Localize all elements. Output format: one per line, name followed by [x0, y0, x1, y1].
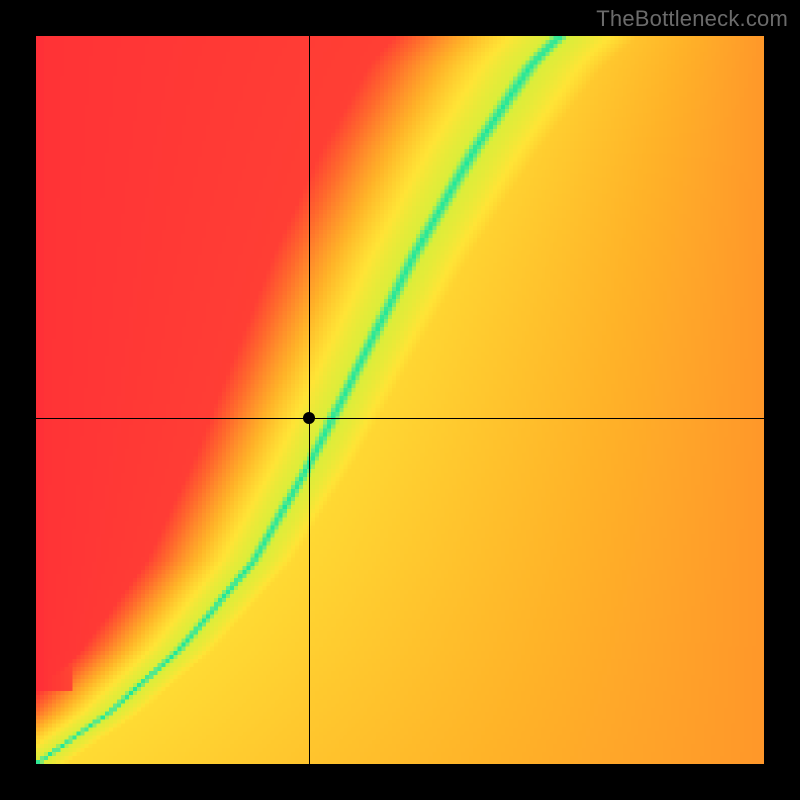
- crosshair-horizontal: [36, 418, 764, 419]
- heatmap-canvas: [36, 36, 764, 764]
- crosshair-vertical: [309, 36, 310, 764]
- crosshair-marker: [303, 412, 315, 424]
- watermark-text: TheBottleneck.com: [596, 6, 788, 32]
- heatmap-plot: [36, 36, 764, 764]
